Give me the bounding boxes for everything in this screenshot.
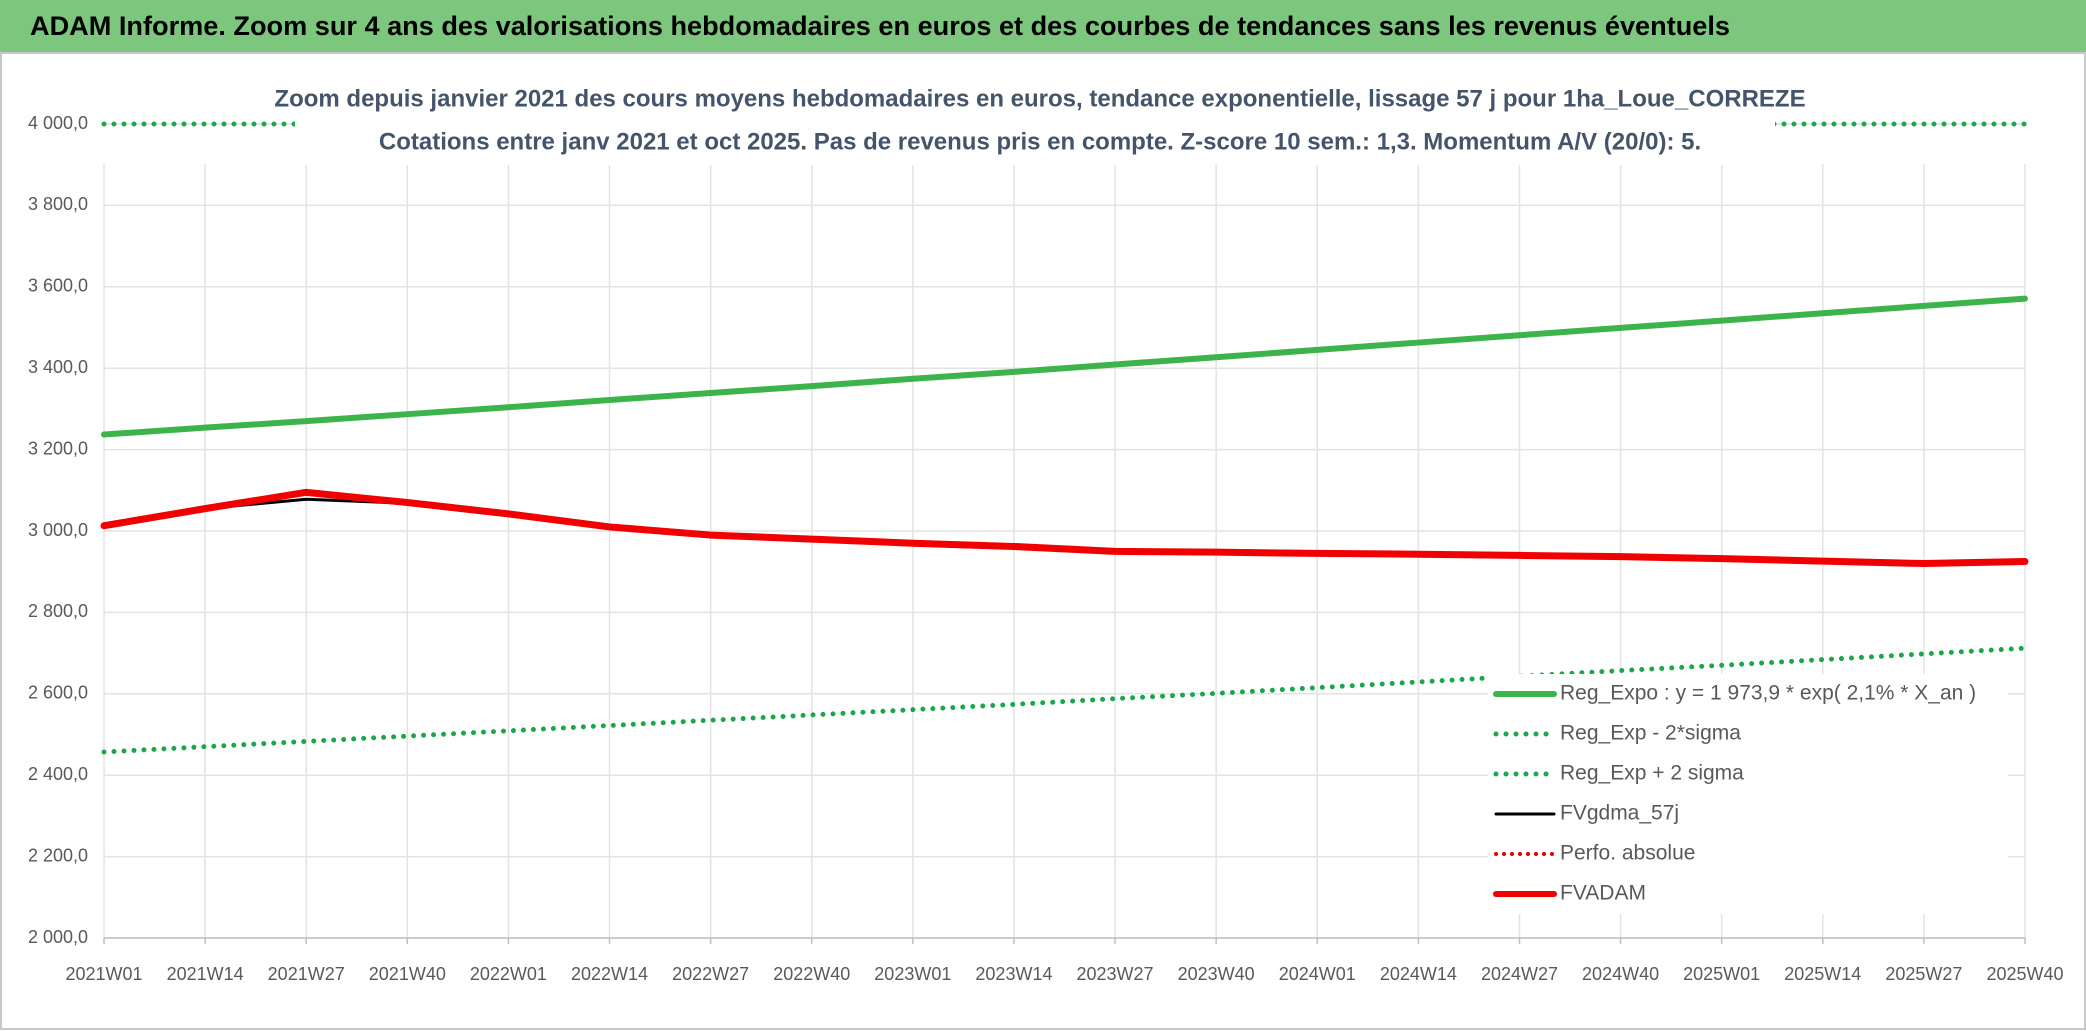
x-tick-label: 2024W27: [1481, 964, 1558, 984]
x-tick-label: 2022W01: [470, 964, 547, 984]
y-tick-label: 2 200,0: [28, 845, 88, 865]
legend-label: FVgdma_57j: [1560, 802, 1679, 825]
x-tick-label: 2025W27: [1885, 964, 1962, 984]
legend-label: Reg_Exp - 2*sigma: [1560, 722, 1741, 745]
series-line: [101, 295, 2028, 438]
y-tick-label: 2 400,0: [28, 764, 88, 784]
y-tick-label: 3 400,0: [28, 357, 88, 377]
y-tick-label: 3 000,0: [28, 520, 88, 540]
y-tick-label: 2 800,0: [28, 601, 88, 621]
x-tick-label: 2025W01: [1683, 964, 1760, 984]
chart-frame: [0, 52, 2086, 1030]
chart-title: Zoom depuis janvier 2021 des cours moyen…: [274, 85, 1805, 112]
x-tick-label: 2022W40: [773, 964, 850, 984]
chart-subtitle: Cotations entre janv 2021 et oct 2025. P…: [379, 128, 1701, 155]
x-tick-label: 2024W01: [1279, 964, 1356, 984]
x-tick-label: 2023W40: [1178, 964, 1255, 984]
x-tick-label: 2025W40: [1986, 964, 2063, 984]
legend-background: [1488, 674, 2008, 914]
x-tick-label: 2022W27: [672, 964, 749, 984]
x-tick-label: 2021W40: [369, 964, 446, 984]
series-line: [100, 488, 2029, 568]
x-tick-label: 2023W01: [874, 964, 951, 984]
page-title: ADAM Informe. Zoom sur 4 ans des valoris…: [30, 11, 1730, 41]
x-tick-label: 2021W01: [65, 964, 142, 984]
header-bar: [0, 0, 2086, 53]
x-tick-label: 2021W14: [167, 964, 244, 984]
x-tick-label: 2022W14: [571, 964, 648, 984]
series-line: [101, 645, 2028, 755]
x-tick-label: 2023W14: [975, 964, 1052, 984]
x-tick-label: 2021W27: [268, 964, 345, 984]
y-tick-label: 2 000,0: [28, 927, 88, 947]
y-tick-label: 4 000,0: [28, 113, 88, 133]
x-tick-label: 2024W40: [1582, 964, 1659, 984]
title-background: [295, 80, 1775, 165]
legend-label: FVADAM: [1560, 882, 1646, 905]
legend-label: Reg_Expo : y = 1 973,9 * exp( 2,1% * X_a…: [1560, 682, 1976, 705]
y-tick-label: 3 800,0: [28, 194, 88, 214]
legend-label: Reg_Exp + 2 sigma: [1560, 762, 1744, 785]
y-tick-label: 3 600,0: [28, 276, 88, 296]
y-tick-label: 2 600,0: [28, 683, 88, 703]
x-tick-label: 2023W27: [1077, 964, 1154, 984]
legend-label: Perfo. absolue: [1560, 842, 1695, 865]
x-tick-label: 2025W14: [1784, 964, 1861, 984]
x-tick-label: 2024W14: [1380, 964, 1457, 984]
y-tick-label: 3 200,0: [28, 438, 88, 458]
